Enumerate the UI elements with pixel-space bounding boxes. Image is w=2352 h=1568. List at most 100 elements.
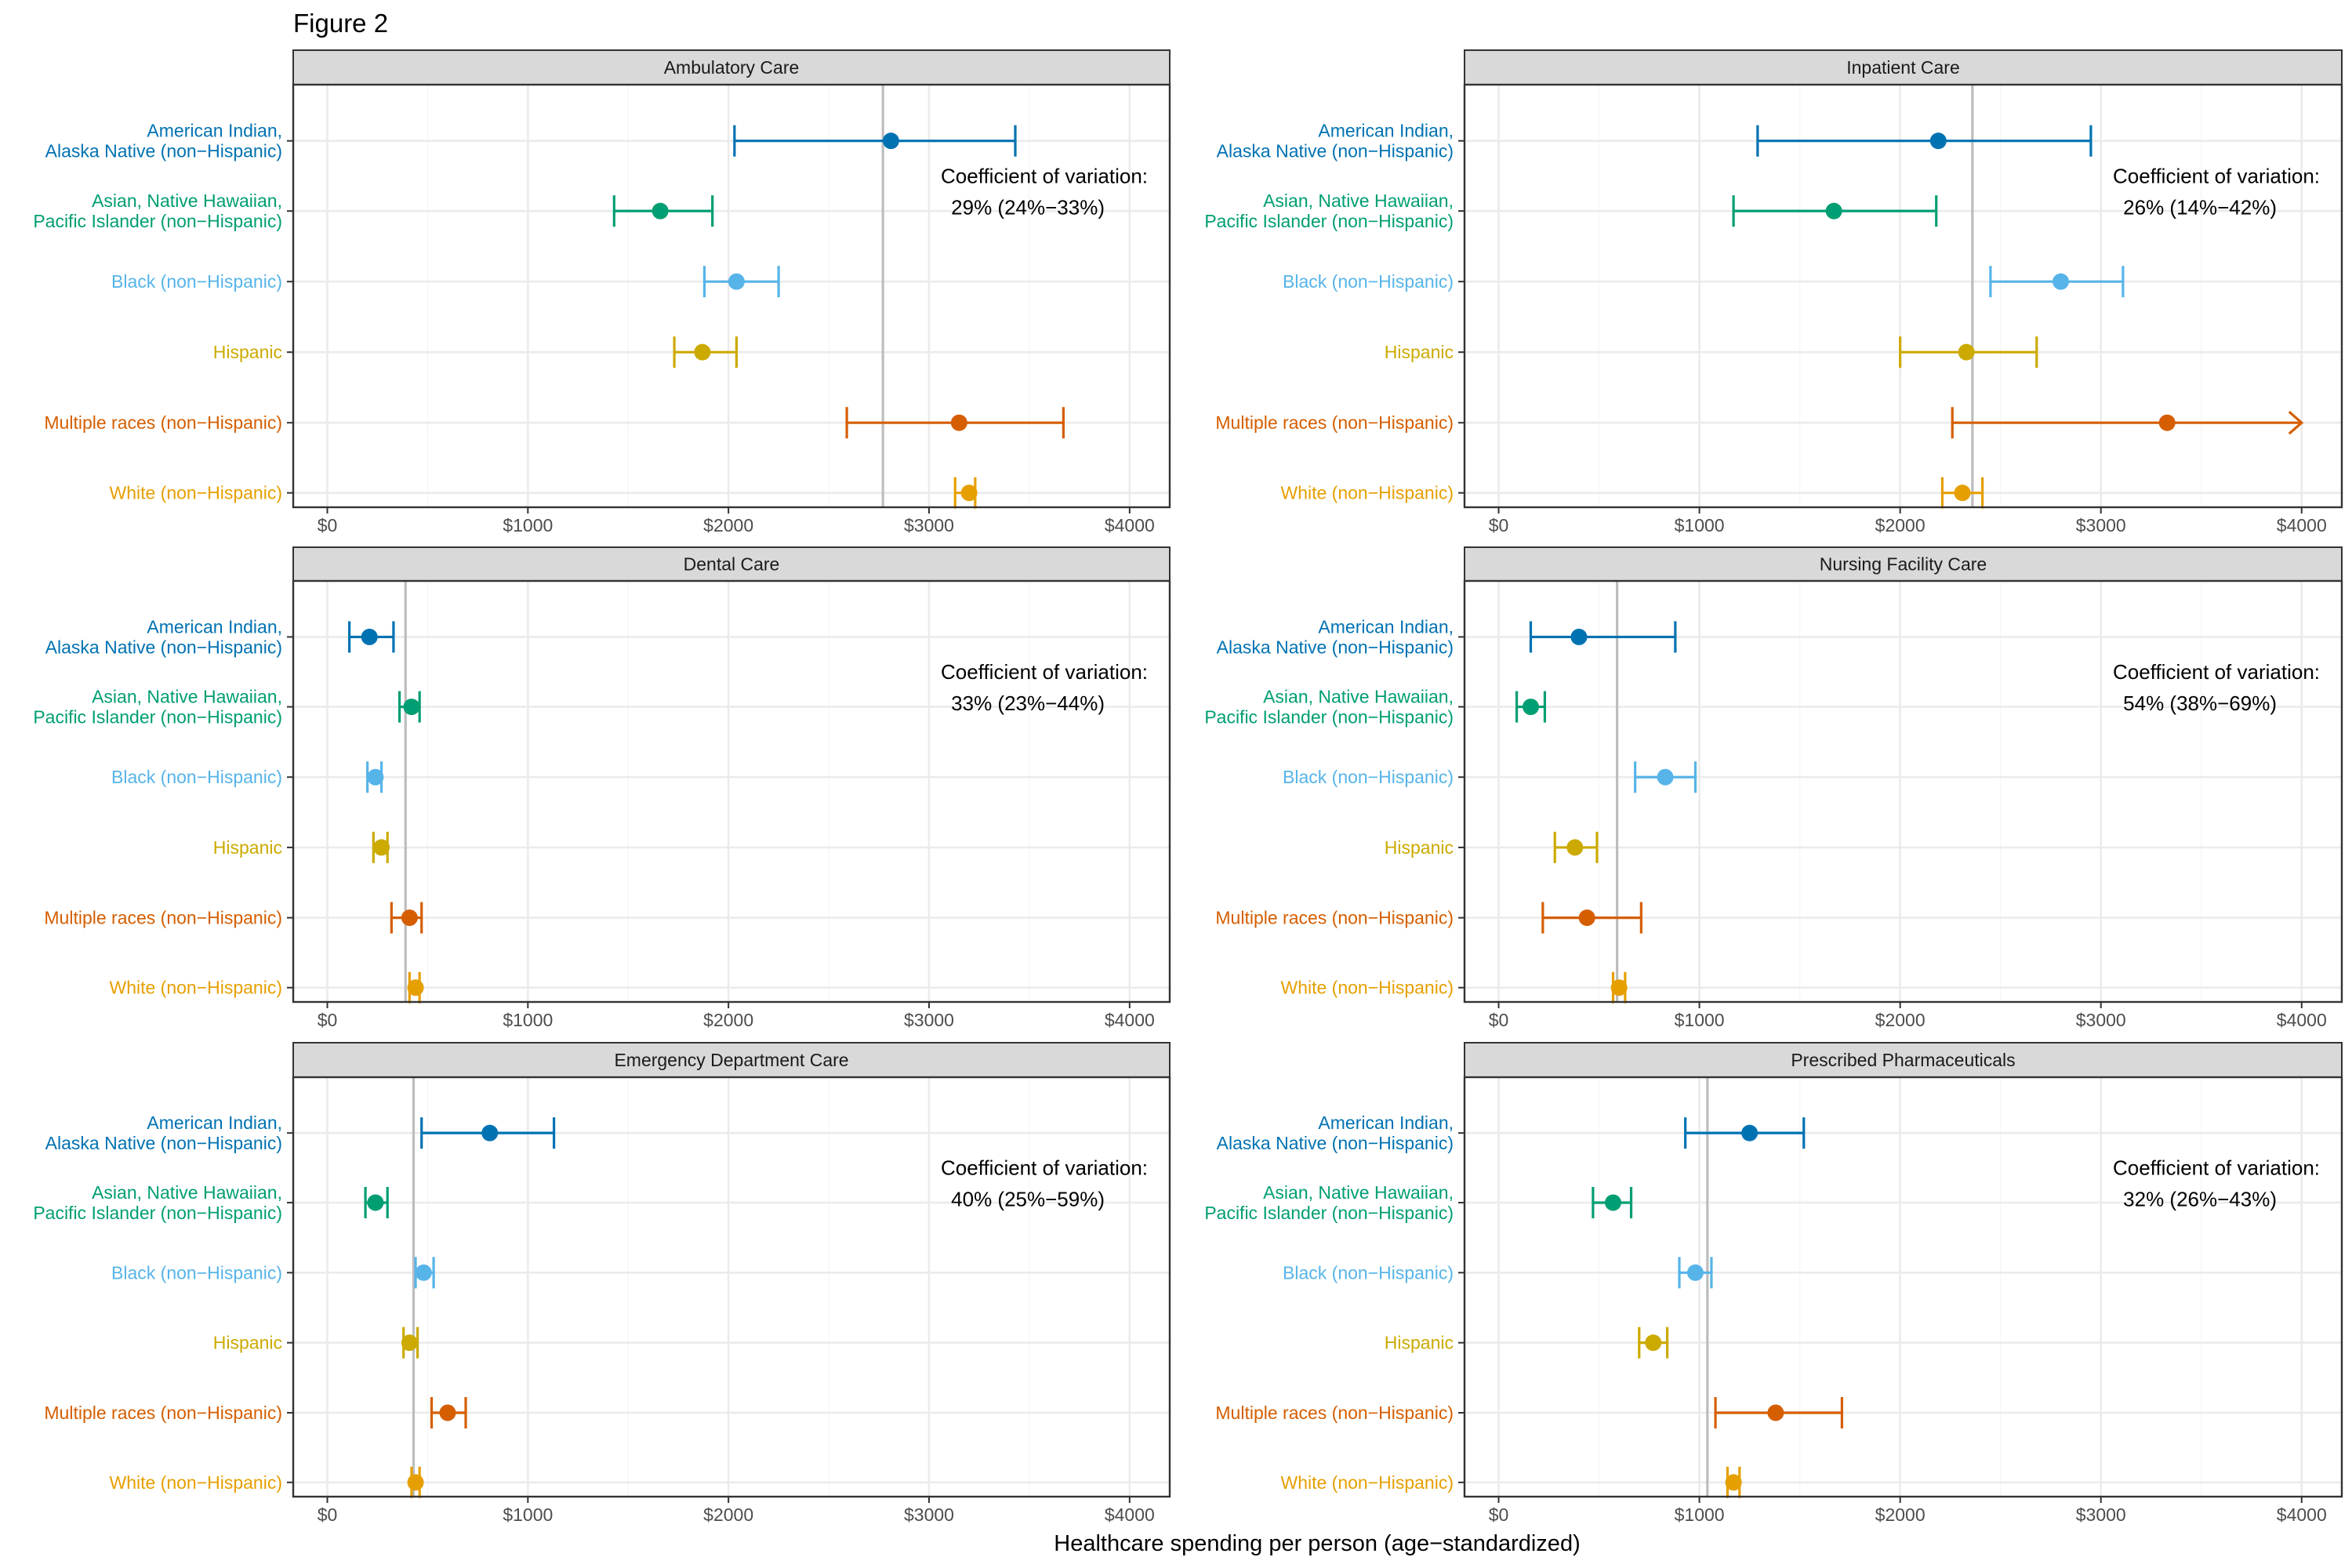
panel-emergency-department-care-x-tick-label: $2000 bbox=[703, 1504, 753, 1525]
panel-nursing-facility-care-x-tick-label: $4000 bbox=[2277, 1010, 2327, 1030]
panel-inpatient-care-american-indian-alaska-native-non-hispanic-label: American Indian, bbox=[1318, 121, 1454, 141]
panel-ambulatory-care-american-indian-alaska-native-non-hispanic-label: Alaska Native (non−Hispanic) bbox=[45, 141, 282, 162]
panel-inpatient-care-white-non-hispanic-label: White (non−Hispanic) bbox=[1280, 483, 1454, 503]
panel-ambulatory-care-black-non-hispanic-point bbox=[728, 273, 745, 290]
panel-dental-care-hispanic-point bbox=[373, 839, 390, 856]
panel-prescribed-pharmaceuticals-x-tick-label: $2000 bbox=[1875, 1504, 1926, 1525]
panel-inpatient-care-strip bbox=[1464, 49, 2343, 85]
panel-emergency-department-care-hispanic-label: Hispanic bbox=[213, 1333, 282, 1353]
panel-inpatient-care-american-indian-alaska-native-non-hispanic-label: Alaska Native (non−Hispanic) bbox=[1217, 141, 1454, 162]
panel-emergency-department-care-x-tick-label: $1000 bbox=[503, 1504, 553, 1525]
panel-prescribed-pharmaceuticals-title: Prescribed Pharmaceuticals bbox=[1791, 1050, 2015, 1070]
panel-prescribed-pharmaceuticals-black-non-hispanic-label: Black (non−Hispanic) bbox=[1283, 1262, 1454, 1283]
panel-emergency-department-care-american-indian-alaska-native-non-hispanic-label: American Indian, bbox=[147, 1112, 282, 1133]
panel-nursing-facility-care-border bbox=[1463, 579, 2343, 1004]
panel-dental-care-white-non-hispanic-label: White (non−Hispanic) bbox=[109, 978, 282, 998]
panel-emergency-department-care-black-non-hispanic-point bbox=[415, 1264, 432, 1281]
panel-dental-care-hispanic-label: Hispanic bbox=[213, 837, 282, 858]
panel-nursing-facility-care-title: Nursing Facility Care bbox=[1820, 554, 1987, 575]
panel-nursing-facility-care-asian-native-hawaiian-pacific-islander-non-hispanic-point bbox=[1523, 699, 1540, 716]
panel-emergency-department-care-asian-native-hawaiian-pacific-islander-non-hispanic-label: Asian, Native Hawaiian, bbox=[92, 1182, 282, 1203]
panel-nursing-facility-care-black-non-hispanic-point bbox=[1657, 768, 1674, 786]
panel-dental-care-asian-native-hawaiian-pacific-islander-non-hispanic-point bbox=[403, 699, 420, 716]
panel-prescribed-pharmaceuticals-x-tick-label: $3000 bbox=[2076, 1504, 2126, 1525]
panel-ambulatory-care-white-non-hispanic-point bbox=[960, 485, 978, 502]
panel-nursing-facility-care-x-tick-label: $2000 bbox=[1875, 1010, 1926, 1030]
panel-nursing-facility-care-cv-value: 54% (38%−69%) bbox=[2123, 691, 2277, 715]
panel-dental-care-black-non-hispanic-label: Black (non−Hispanic) bbox=[111, 767, 282, 787]
panel-inpatient-care-hispanic-label: Hispanic bbox=[1385, 342, 1454, 362]
panel-nursing-facility-care-multiple-races-non-hispanic-label: Multiple races (non−Hispanic) bbox=[1215, 908, 1454, 928]
panel-prescribed-pharmaceuticals-x-tick-label: $4000 bbox=[2277, 1504, 2327, 1525]
panel-ambulatory-care-black-non-hispanic-label: Black (non−Hispanic) bbox=[111, 271, 282, 292]
panel-dental-care-title: Dental Care bbox=[684, 554, 780, 575]
panel-nursing-facility-care-strip bbox=[1464, 546, 2343, 582]
panel-ambulatory-care-asian-native-hawaiian-pacific-islander-non-hispanic-label: Pacific Islander (non−Hispanic) bbox=[33, 211, 282, 231]
panel-ambulatory-care-x-tick-label: $2000 bbox=[703, 515, 753, 535]
panel-nursing-facility-care-black-non-hispanic-label: Black (non−Hispanic) bbox=[1283, 767, 1454, 787]
panel-dental-care-x-tick-label: $3000 bbox=[904, 1010, 954, 1030]
panel-dental-care-white-non-hispanic-point bbox=[407, 979, 424, 996]
panel-emergency-department-care-asian-native-hawaiian-pacific-islander-non-hispanic-point bbox=[367, 1194, 384, 1211]
panel-emergency-department-care-multiple-races-non-hispanic-label: Multiple races (non−Hispanic) bbox=[44, 1403, 282, 1423]
panel-nursing-facility-care-asian-native-hawaiian-pacific-islander-non-hispanic-label: Asian, Native Hawaiian, bbox=[1263, 687, 1454, 707]
panel-emergency-department-care-cv-value: 40% (25%−59%) bbox=[951, 1188, 1105, 1211]
panel-emergency-department-care-hispanic-point bbox=[401, 1334, 418, 1352]
panel-inpatient-care: Inpatient Care American Indian,Alaska Nat… bbox=[1204, 49, 2343, 535]
panel-prescribed-pharmaceuticals-black-non-hispanic-point bbox=[1686, 1264, 1704, 1281]
panel-nursing-facility-care-hispanic-label: Hispanic bbox=[1385, 837, 1454, 858]
x-axis-label: Healthcare spending per person (age−stan… bbox=[1054, 1531, 1580, 1556]
panel-prescribed-pharmaceuticals-strip bbox=[1464, 1042, 2343, 1078]
panel-prescribed-pharmaceuticals-white-non-hispanic-label: White (non−Hispanic) bbox=[1280, 1472, 1454, 1493]
panel-inpatient-care-x-tick-label: $2000 bbox=[1875, 515, 1926, 535]
panel-emergency-department-care-x-tick-label: $3000 bbox=[904, 1504, 954, 1525]
panel-prescribed-pharmaceuticals-multiple-races-non-hispanic-label: Multiple races (non−Hispanic) bbox=[1215, 1403, 1454, 1423]
panel-nursing-facility-care: Nursing Facility Care American Indian,Ala… bbox=[1204, 546, 2343, 1030]
panel-emergency-department-care-asian-native-hawaiian-pacific-islander-non-hispanic-label: Pacific Islander (non−Hispanic) bbox=[33, 1203, 282, 1223]
panel-emergency-department-care-american-indian-alaska-native-non-hispanic-label: Alaska Native (non−Hispanic) bbox=[45, 1133, 282, 1153]
panel-prescribed-pharmaceuticals: Prescribed Pharmaceuticals American India… bbox=[1204, 1042, 2343, 1525]
panel-inpatient-care-multiple-races-non-hispanic-point bbox=[2158, 414, 2176, 431]
panel-prescribed-pharmaceuticals-multiple-races-non-hispanic-point bbox=[1767, 1404, 1784, 1421]
panel-inpatient-care-hispanic-point bbox=[1958, 343, 1975, 361]
panel-emergency-department-care-american-indian-alaska-native-non-hispanic-point bbox=[481, 1124, 499, 1142]
panel-inpatient-care-asian-native-hawaiian-pacific-islander-non-hispanic-point bbox=[1825, 202, 1842, 220]
panel-emergency-department-care-strip bbox=[292, 1042, 1171, 1078]
panel-nursing-facility-care-cv-heading: Coefficient of variation: bbox=[2113, 660, 2320, 684]
panel-emergency-department-care-white-non-hispanic-point bbox=[407, 1474, 424, 1491]
panel-emergency-department-care-white-non-hispanic-label: White (non−Hispanic) bbox=[109, 1472, 282, 1493]
panel-ambulatory-care-x-tick-label: $0 bbox=[318, 515, 338, 535]
figure-title: Figure 2 bbox=[293, 9, 388, 38]
panel-nursing-facility-care-american-indian-alaska-native-non-hispanic-point bbox=[1570, 628, 1588, 645]
panel-ambulatory-care-multiple-races-non-hispanic-point bbox=[950, 414, 967, 431]
panel-emergency-department-care-border bbox=[292, 1076, 1171, 1498]
panel-nursing-facility-care-hispanic-point bbox=[1566, 839, 1584, 856]
panel-prescribed-pharmaceuticals-asian-native-hawaiian-pacific-islander-non-hispanic-point bbox=[1604, 1194, 1621, 1211]
panel-prescribed-pharmaceuticals-hispanic-point bbox=[1645, 1334, 1662, 1352]
panel-dental-care-asian-native-hawaiian-pacific-islander-non-hispanic-label: Asian, Native Hawaiian, bbox=[92, 687, 282, 707]
panel-emergency-department-care-x-tick-label: $4000 bbox=[1105, 1504, 1155, 1525]
panel-dental-care-cv-heading: Coefficient of variation: bbox=[941, 660, 1148, 684]
panel-prescribed-pharmaceuticals-hispanic-label: Hispanic bbox=[1385, 1333, 1454, 1353]
panel-inpatient-care-asian-native-hawaiian-pacific-islander-non-hispanic-label: Asian, Native Hawaiian, bbox=[1263, 191, 1454, 211]
panel-inpatient-care-white-non-hispanic-point bbox=[1954, 485, 1971, 502]
panel-ambulatory-care-title: Ambulatory Care bbox=[664, 57, 800, 78]
panel-emergency-department-care-cv-heading: Coefficient of variation: bbox=[941, 1156, 1148, 1180]
panel-emergency-department-care-title: Emergency Department Care bbox=[614, 1050, 848, 1070]
panel-prescribed-pharmaceuticals-white-non-hispanic-point bbox=[1725, 1474, 1742, 1491]
panel-inpatient-care-asian-native-hawaiian-pacific-islander-non-hispanic-label: Pacific Islander (non−Hispanic) bbox=[1204, 211, 1454, 231]
panel-ambulatory-care-x-tick-label: $4000 bbox=[1105, 515, 1155, 535]
panel-prescribed-pharmaceuticals-cv-value: 32% (26%−43%) bbox=[2123, 1188, 2277, 1211]
panel-ambulatory-care: Ambulatory Care American Indian,Alaska Na… bbox=[33, 49, 1171, 535]
panel-prescribed-pharmaceuticals-american-indian-alaska-native-non-hispanic-label: American Indian, bbox=[1318, 1112, 1454, 1133]
panel-nursing-facility-care-white-non-hispanic-label: White (non−Hispanic) bbox=[1280, 978, 1454, 998]
panel-dental-care-multiple-races-non-hispanic-point bbox=[401, 909, 418, 927]
panel-prescribed-pharmaceuticals-x-tick-label: $1000 bbox=[1675, 1504, 1725, 1525]
panel-ambulatory-care-asian-native-hawaiian-pacific-islander-non-hispanic-point bbox=[652, 202, 669, 220]
panel-inpatient-care-x-tick-label: $0 bbox=[1489, 515, 1509, 535]
panel-emergency-department-care-x-tick-label: $0 bbox=[318, 1504, 338, 1525]
panel-ambulatory-care-cv-value: 29% (24%−33%) bbox=[951, 196, 1105, 220]
panel-dental-care-x-tick-label: $0 bbox=[318, 1010, 338, 1030]
panel-nursing-facility-care-white-non-hispanic-point bbox=[1610, 979, 1628, 996]
